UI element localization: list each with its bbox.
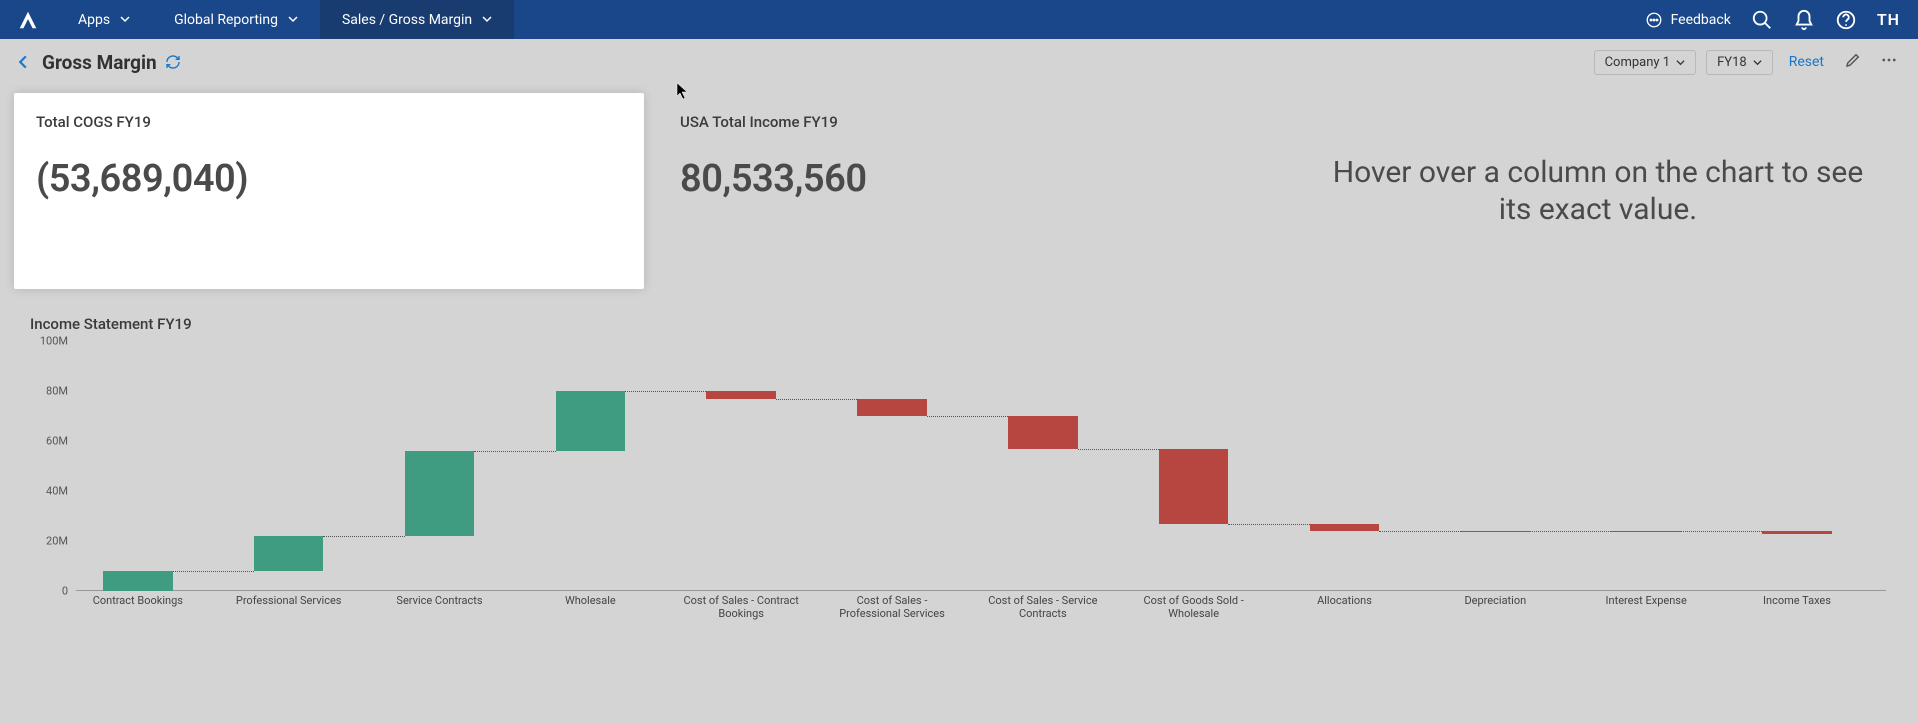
y-tick-label: 100M <box>40 335 68 348</box>
card-value: 80,533,560 <box>680 157 1256 201</box>
card-total-cogs[interactable]: Total COGS FY19 (53,689,040) <box>14 93 644 289</box>
more-icon[interactable] <box>1876 51 1902 73</box>
chart-bar[interactable] <box>1310 524 1379 532</box>
chart-bar-slot[interactable] <box>830 341 981 590</box>
chart-bar-slot[interactable] <box>529 341 680 590</box>
chart-bar[interactable] <box>1159 449 1228 524</box>
y-tick-label: 20M <box>46 535 68 548</box>
title-bar-right: Company 1 FY18 Reset <box>1594 50 1902 75</box>
page-title: Gross Margin <box>42 51 157 74</box>
reset-button[interactable]: Reset <box>1783 54 1830 70</box>
breadcrumb-label: Sales / Gross Margin <box>342 12 472 28</box>
chart-bar[interactable] <box>1008 416 1077 449</box>
chart-bar[interactable] <box>857 399 926 417</box>
waterfall-chart[interactable]: 020M40M60M80M100M Contract BookingsProfe… <box>26 341 1892 621</box>
chevron-down-icon <box>288 12 298 28</box>
chart-title: Income Statement FY19 <box>26 315 1892 333</box>
chart-bar-slot[interactable] <box>1735 341 1886 590</box>
chart-bar-slot[interactable] <box>1283 341 1434 590</box>
refresh-icon[interactable] <box>165 54 181 70</box>
chart-plot <box>76 341 1886 591</box>
chart-bar-slot[interactable] <box>981 341 1132 590</box>
x-axis-label: Depreciation <box>1430 595 1560 608</box>
chart-bar[interactable] <box>1611 531 1680 532</box>
feedback-button[interactable]: Feedback <box>1645 11 1731 29</box>
x-axis-label: Contract Bookings <box>73 595 203 608</box>
edit-icon[interactable] <box>1840 51 1866 73</box>
chart-bar[interactable] <box>706 391 775 399</box>
nav-left: Apps Global Reporting Sales / Gross Marg… <box>0 0 514 39</box>
chart-bar-slot[interactable] <box>227 341 378 590</box>
x-axis-label: Professional Services <box>224 595 354 608</box>
chart-x-axis: Contract Bookings Professional Services Se… <box>76 591 1886 621</box>
y-tick-label: 60M <box>46 435 68 448</box>
card-value: (53,689,040) <box>36 157 622 201</box>
chart-bar-slot[interactable] <box>1584 341 1735 590</box>
help-icon[interactable] <box>1835 9 1857 31</box>
chart-bar[interactable] <box>556 391 625 451</box>
y-tick-label: 0 <box>62 585 68 598</box>
x-axis-label: Cost of Goods Sold - Wholesale <box>1129 595 1259 620</box>
card-title: Total COGS FY19 <box>36 113 622 131</box>
y-tick-label: 80M <box>46 385 68 398</box>
nav-breadcrumb-sales-gross-margin[interactable]: Sales / Gross Margin <box>320 0 514 39</box>
feedback-label: Feedback <box>1671 12 1731 28</box>
search-icon[interactable] <box>1751 9 1773 31</box>
year-selector-label: FY18 <box>1717 55 1747 70</box>
x-axis-label: Cost of Sales - Professional Services <box>827 595 957 620</box>
chart-bar[interactable] <box>1461 531 1530 532</box>
x-axis-label: Cost of Sales - Service Contracts <box>978 595 1108 620</box>
x-axis-label: Wholesale <box>525 595 655 608</box>
chart-bar[interactable] <box>103 571 172 591</box>
card-hint: Hover over a column on the chart to see … <box>1292 93 1904 289</box>
chart-bar[interactable] <box>405 451 474 536</box>
nav-apps[interactable]: Apps <box>56 0 152 39</box>
chart-bar[interactable] <box>1762 531 1831 534</box>
hint-text: Hover over a column on the chart to see … <box>1316 154 1880 229</box>
x-axis-label: Cost of Sales - Contract Bookings <box>676 595 806 620</box>
chart-bar-slot[interactable] <box>679 341 830 590</box>
chart-card: Income Statement FY19 020M40M60M80M100M … <box>14 303 1904 625</box>
card-title: USA Total Income FY19 <box>680 113 1256 131</box>
chevron-down-icon <box>482 12 492 28</box>
nav-apps-label: Apps <box>78 12 110 28</box>
kpi-cards-row: Total COGS FY19 (53,689,040) USA Total I… <box>0 85 1918 289</box>
user-avatar[interactable]: TH <box>1877 10 1900 29</box>
y-tick-label: 40M <box>46 485 68 498</box>
chart-bar-slot[interactable] <box>378 341 529 590</box>
x-axis-label: Allocations <box>1280 595 1410 608</box>
notifications-icon[interactable] <box>1793 9 1815 31</box>
company-selector[interactable]: Company 1 <box>1594 50 1697 75</box>
app-logo[interactable] <box>0 0 56 39</box>
nav-breadcrumb-global-reporting[interactable]: Global Reporting <box>152 0 320 39</box>
chevron-down-icon <box>120 12 130 28</box>
card-usa-total-income[interactable]: USA Total Income FY19 80,533,560 <box>658 93 1278 289</box>
x-axis-label: Income Taxes <box>1732 595 1862 608</box>
title-bar: Gross Margin Company 1 FY18 Reset <box>0 39 1918 85</box>
chart-bar-slot[interactable] <box>1132 341 1283 590</box>
chart-bar[interactable] <box>254 536 323 571</box>
chart-y-axis: 020M40M60M80M100M <box>26 341 72 591</box>
chart-bar-slot[interactable] <box>1434 341 1585 590</box>
year-selector[interactable]: FY18 <box>1706 50 1773 75</box>
back-button[interactable] <box>16 55 30 69</box>
top-nav: Apps Global Reporting Sales / Gross Marg… <box>0 0 1918 39</box>
x-axis-label: Service Contracts <box>375 595 505 608</box>
company-selector-label: Company 1 <box>1605 55 1671 70</box>
chart-bar-slot[interactable] <box>76 341 227 590</box>
breadcrumb-label: Global Reporting <box>174 12 278 28</box>
x-axis-label: Interest Expense <box>1581 595 1711 608</box>
nav-right: Feedback TH <box>1645 0 1918 39</box>
